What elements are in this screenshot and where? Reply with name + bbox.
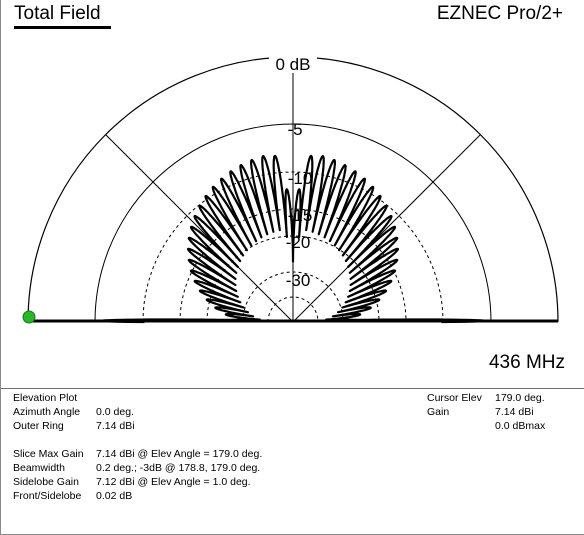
front-sidelobe-value: 0.02 dB (96, 490, 133, 502)
cursor-gain-value: 7.14 dBi (495, 406, 534, 418)
app-name: EZNEC Pro/2+ (436, 3, 563, 24)
grid-radial (292, 134, 481, 323)
elevation-plot-area: 0 dB -5 -10 -15 -20 -30 Total Field EZNEC Pro… (1, 0, 584, 390)
cursor-elev-label: Cursor Elev (427, 392, 482, 404)
plot-type-label: Elevation Plot (13, 392, 78, 404)
ring-label: -30 (286, 271, 311, 290)
plot-title: Total Field (14, 3, 101, 24)
title-underline (14, 26, 111, 29)
ring-label: 0 dB (276, 55, 311, 74)
cursor-marker[interactable] (22, 310, 36, 324)
beamwidth-value: 0.2 deg.; -3dB @ 178.8, 179.0 deg. (96, 462, 261, 474)
radiation-pattern (28, 154, 558, 324)
cursor-elev-value: 179.0 deg. (495, 392, 545, 404)
pattern-trace (101, 154, 485, 324)
outer-ring-label: Outer Ring (13, 420, 64, 432)
cursor-dbmax-value: 0.0 dBmax (495, 420, 546, 432)
cursor-gain-label: Gain (427, 406, 450, 418)
azimuth-angle-value: 0.0 deg. (96, 406, 134, 418)
grid-ring (267, 296, 319, 323)
frequency-label: 436 MHz (488, 352, 565, 373)
sidelobe-gain-label: Sidelobe Gain (13, 476, 79, 488)
slice-max-gain-value: 7.14 dBi @ Elev Angle = 179.0 deg. (96, 448, 263, 460)
sidelobe-gain-value: 7.12 dBi @ Elev Angle = 1.0 deg. (96, 476, 251, 488)
polar-plot: 0 dB -5 -10 -15 -20 -30 (22, 55, 559, 324)
azimuth-angle-label: Azimuth Angle (13, 406, 81, 418)
ring-label: -10 (288, 169, 313, 188)
beamwidth-label: Beamwidth (13, 462, 65, 474)
ring-labels: 0 dB -5 -10 -15 -20 -30 (269, 55, 317, 290)
ring-label: -20 (286, 233, 311, 252)
front-sidelobe-label: Front/Sidelobe (13, 490, 82, 502)
outer-ring-value: 7.14 dBi (96, 420, 135, 432)
ring-label: -15 (288, 206, 313, 225)
grid-radial (105, 134, 294, 323)
ring-label: -5 (287, 120, 302, 139)
slice-max-gain-label: Slice Max Gain (13, 448, 84, 460)
info-divider (1, 388, 584, 389)
